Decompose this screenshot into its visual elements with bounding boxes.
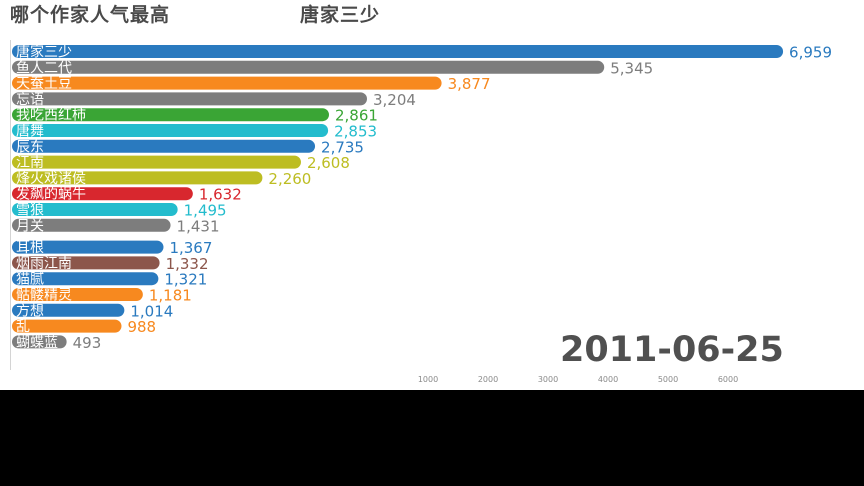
date-label: 2011-06-25 [560, 330, 784, 370]
value-label-11: 1,431 [177, 217, 220, 235]
value-label-0: 6,959 [789, 44, 832, 62]
value-label-16: 1,014 [130, 302, 173, 320]
bar-label-17: 乱 [16, 319, 30, 335]
bar-0 [12, 45, 784, 58]
value-label-17: 988 [127, 318, 156, 336]
bar-1 [12, 60, 605, 74]
bar-7 [12, 155, 301, 169]
bar-label-0: 唐家三少 [16, 44, 72, 61]
bar-17 [12, 319, 122, 333]
value-label-4: 2,861 [335, 107, 378, 125]
x-tick-0: 1000 [418, 375, 438, 384]
x-tick-1: 2000 [478, 375, 498, 384]
value-label-13: 1,332 [166, 255, 209, 273]
bar-11 [12, 218, 171, 232]
bar-3 [12, 92, 368, 106]
bar-label-13: 烟雨江南 [16, 256, 72, 272]
bar-13 [12, 256, 160, 270]
bar-label-8: 烽火戏诸侯 [16, 171, 86, 187]
bar-label-2: 天蚕土豆 [16, 76, 72, 92]
value-label-5: 2,853 [334, 123, 377, 141]
bar-label-16: 方想 [16, 303, 44, 319]
bar-8 [12, 171, 263, 185]
bar-9 [12, 187, 193, 201]
bar-label-15: 骷髅精灵 [16, 288, 72, 304]
value-label-2: 3,877 [448, 75, 491, 93]
x-tick-3: 4000 [598, 375, 618, 384]
bar-15 [12, 288, 143, 301]
bar-4 [12, 108, 329, 122]
bar-label-14: 猫腻 [16, 272, 44, 288]
x-tick-5: 6000 [718, 375, 738, 384]
bar-14 [12, 272, 159, 286]
value-label-8: 2,260 [268, 170, 311, 188]
bar-16 [12, 303, 125, 317]
x-tick-2: 3000 [538, 375, 558, 384]
value-label-10: 1,495 [184, 202, 227, 220]
value-label-18: 493 [73, 334, 102, 352]
value-label-12: 1,367 [169, 239, 212, 257]
bar-label-1: 鱼人二代 [16, 59, 72, 76]
bar-label-12: 耳根 [16, 240, 44, 256]
bar-12 [12, 240, 164, 254]
bar-label-10: 雪狼 [16, 203, 44, 219]
value-label-9: 1,632 [199, 186, 242, 204]
bar-label-4: 我吃西红柿 [16, 107, 86, 124]
bar-chart: 唐家三少 6,959 鱼人二代 5,345 天蚕土豆 3,877 忘语 3,204 我吃西红柿 2… [12, 44, 832, 384]
bar-label-5: 唐舞 [16, 123, 44, 140]
leader-name: 唐家三少 [300, 4, 381, 26]
value-label-7: 2,608 [307, 154, 350, 172]
chart-stage: 哪个作家人气最高 唐家三少 唐家三少 6,959 鱼人二代 5,345 天蚕土豆 3,87… [0, 0, 864, 390]
bar-label-3: 忘语 [16, 92, 44, 108]
left-axis-line [10, 40, 11, 370]
bar-6 [12, 139, 316, 153]
value-label-15: 1,181 [149, 287, 192, 305]
bar-label-7: 江南 [16, 155, 44, 171]
chart-title: 哪个作家人气最高 [10, 4, 171, 26]
x-tick-4: 5000 [658, 375, 678, 384]
bar-label-6: 辰东 [16, 139, 44, 155]
bar-10 [12, 203, 178, 216]
bar-5 [12, 124, 329, 137]
value-label-14: 1,321 [164, 271, 207, 289]
value-label-3: 3,204 [373, 91, 416, 109]
bar-label-18: 蝴蝶蓝 [16, 335, 58, 351]
value-label-1: 5,345 [610, 59, 653, 77]
bar-18 [12, 335, 67, 349]
bar-label-9: 发飙的蜗牛 [16, 187, 86, 203]
value-label-6: 2,735 [321, 138, 364, 156]
bar-label-11: 月关 [16, 218, 44, 234]
bar-2 [12, 76, 442, 90]
